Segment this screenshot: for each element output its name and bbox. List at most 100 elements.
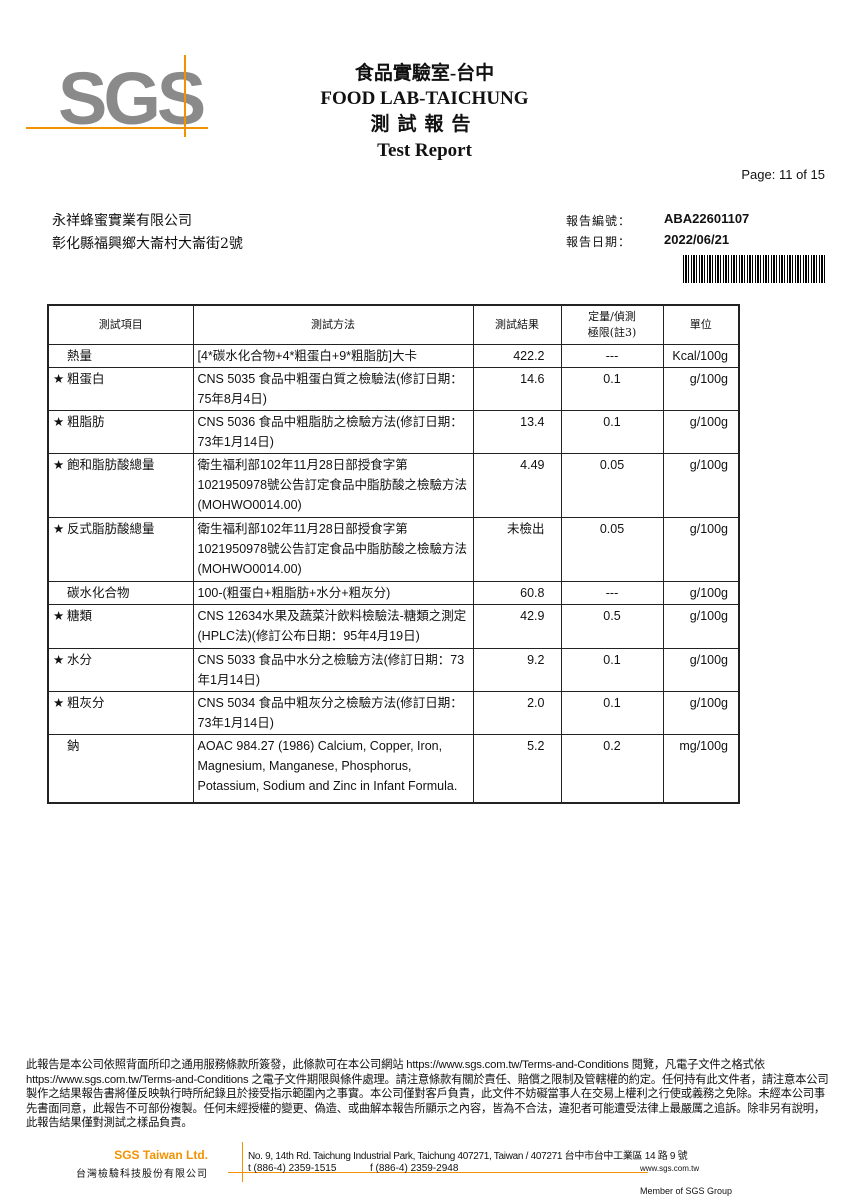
method-cell: CNS 5034 食品中粗灰分之檢驗方法(修訂日期：73年1月14日) <box>192 691 474 735</box>
star-icon: ★ <box>53 415 65 429</box>
result-cell: 9.2 <box>472 648 562 692</box>
company-name-zh: 台灣檢驗科技股份有限公司 <box>76 1169 208 1180</box>
result-cell: 2.0 <box>472 691 562 735</box>
item-name: 水分 <box>67 653 93 667</box>
fax: f (886-4) 2359-2948 <box>370 1163 459 1174</box>
unit-cell: g/100g <box>662 604 740 649</box>
item-cell: 碳水化合物 <box>47 581 194 605</box>
table-header-row: 測試項目 測試方法 測試結果 定量/偵測 極限(註3) 單位 <box>47 304 740 345</box>
telephone: t (886-4) 2359-1515 <box>248 1163 337 1174</box>
disclaimer-text: 閱覽，凡電子文件之格式依 <box>628 1059 765 1071</box>
item-name: 粗灰分 <box>67 696 105 710</box>
lab-name-zh: 食品實驗室-台中 <box>354 63 495 84</box>
limit-cell: --- <box>560 344 664 368</box>
col-method: 測試方法 <box>192 304 474 345</box>
unit-cell: g/100g <box>662 453 740 518</box>
table-row: ★ 水分 CNS 5033 食品中水分之檢驗方法(修訂日期：73年1月14日) 9.2… <box>47 648 740 692</box>
item-cell: ★ 粗灰分 <box>47 691 194 735</box>
star-icon: ★ <box>53 609 65 623</box>
table-row: 熱量 [4*碳水化合物+4*粗蛋白+9*粗脂肪]大卡 422.2 --- Kcal/10… <box>47 344 740 368</box>
limit-cell: 0.05 <box>560 453 664 518</box>
method-cell: 衛生福利部102年11月28日部授食字第1021950978號公告訂定食品中脂肪… <box>192 517 474 582</box>
result-cell: 13.4 <box>472 410 562 454</box>
unit-cell: Kcal/100g <box>662 344 740 368</box>
col-result: 測試結果 <box>472 304 562 345</box>
terms-link[interactable]: https://www.sgs.com.tw/Terms-and-Conditi… <box>406 1059 629 1071</box>
limit-cell: 0.1 <box>560 367 664 411</box>
results-table: 測試項目 測試方法 測試結果 定量/偵測 極限(註3) 單位 熱量 [4*碳水化合… <box>47 304 740 804</box>
item-cell: ★ 粗蛋白 <box>47 367 194 411</box>
barcode <box>683 255 825 283</box>
item-name: 反式脂肪酸總量 <box>67 522 155 536</box>
table-row: ★ 糖類 CNS 12634水果及蔬菜汁飲料檢驗法-糖類之測定(HPLC法)(修訂公… <box>47 604 740 649</box>
limit-cell: 0.2 <box>560 734 664 803</box>
star-icon: ★ <box>53 653 65 667</box>
unit-cell: g/100g <box>662 517 740 582</box>
disclaimer-text: 之電子文件期限與條件處理。請注意條款有關於責任、賠償之限制及管轄權的約定。任何持… <box>26 1073 829 1130</box>
limit-cell: 0.1 <box>560 648 664 692</box>
unit-cell: g/100g <box>662 367 740 411</box>
logo-line <box>184 55 186 137</box>
table-row: 碳水化合物 100-(粗蛋白+粗脂肪+水分+粗灰分) 60.8 --- g/100g <box>47 581 740 605</box>
limit-cell: 0.1 <box>560 691 664 735</box>
item-name: 粗蛋白 <box>67 372 105 386</box>
footer-divider <box>242 1142 243 1182</box>
method-cell: AOAC 984.27 (1986) Calcium, Copper, Iron… <box>192 734 474 803</box>
website: www.sgs.com.tw <box>640 1164 700 1173</box>
col-limit: 定量/偵測 極限(註3) <box>560 304 664 345</box>
table-row: ★ 粗脂肪 CNS 5036 食品中粗脂肪之檢驗方法(修訂日期：73年1月14日) 1… <box>47 410 740 454</box>
star-icon: ★ <box>53 458 65 472</box>
method-cell: 衛生福利部102年11月28日部授食字第1021950978號公告訂定食品中脂肪… <box>192 453 474 518</box>
result-cell: 4.49 <box>472 453 562 518</box>
method-cell: CNS 5036 食品中粗脂肪之檢驗方法(修訂日期：73年1月14日) <box>192 410 474 454</box>
report-no: ABA22601107 <box>664 211 750 226</box>
page-number: Page: 11 of 15 <box>741 167 825 182</box>
item-cell: 鈉 <box>47 734 194 803</box>
limit-cell: 0.1 <box>560 410 664 454</box>
report-date: 2022/06/21 <box>664 232 730 247</box>
report-title-zh: 測試報告 <box>370 114 479 135</box>
disclaimer-text: 此報告是本公司依照背面所印之通用服務條款所簽發，此條款可在本公司網站 <box>26 1059 407 1071</box>
terms-link[interactable]: https://www.sgs.com.tw/Terms-and-Conditi… <box>26 1073 249 1086</box>
star-icon: ★ <box>53 696 65 710</box>
star-icon: ★ <box>53 522 65 536</box>
company-address: No. 9, 14th Rd. Taichung Industrial Park… <box>248 1151 688 1162</box>
table-row: ★ 粗蛋白 CNS 5035 食品中粗蛋白質之檢驗法(修訂日期：75年8月4日) 14… <box>47 367 740 411</box>
method-cell: 100-(粗蛋白+粗脂肪+水分+粗灰分) <box>192 581 474 605</box>
result-cell: 60.8 <box>472 581 562 605</box>
col-unit: 單位 <box>662 304 740 345</box>
unit-cell: mg/100g <box>662 734 740 803</box>
table-row: ★ 飽和脂肪酸總量 衛生福利部102年11月28日部授食字第1021950978號公… <box>47 453 740 518</box>
unit-cell: g/100g <box>662 648 740 692</box>
limit-cell: 0.5 <box>560 604 664 649</box>
unit-cell: g/100g <box>662 581 740 605</box>
result-cell: 42.9 <box>472 604 562 649</box>
limit-cell: 0.05 <box>560 517 664 582</box>
customer-name: 永祥蜂蜜實業有限公司 <box>52 213 192 229</box>
star-icon: ★ <box>53 372 65 386</box>
item-name: 飽和脂肪酸總量 <box>67 458 155 472</box>
item-cell: ★ 糖類 <box>47 604 194 649</box>
result-cell: 422.2 <box>472 344 562 368</box>
item-cell: ★ 水分 <box>47 648 194 692</box>
method-cell: CNS 5033 食品中水分之檢驗方法(修訂日期：73年1月14日) <box>192 648 474 692</box>
sgs-logo: SGS <box>58 57 206 140</box>
item-name: 熱量 <box>67 349 93 363</box>
col-item: 測試項目 <box>47 304 194 345</box>
method-cell: CNS 12634水果及蔬菜汁飲料檢驗法-糖類之測定(HPLC法)(修訂公布日期… <box>192 604 474 649</box>
item-name: 碳水化合物 <box>67 586 130 600</box>
disclaimer: 此報告是本公司依照背面所印之通用服務條款所簽發，此條款可在本公司網站 https… <box>26 1058 832 1131</box>
company-name-en: SGS Taiwan Ltd. <box>114 1148 208 1162</box>
report-title-en: Test Report <box>377 140 472 161</box>
method-cell: [4*碳水化合物+4*粗蛋白+9*粗脂肪]大卡 <box>192 344 474 368</box>
report-date-label: 報告日期： <box>566 235 632 249</box>
item-cell: ★ 飽和脂肪酸總量 <box>47 453 194 518</box>
item-name: 糖類 <box>67 609 93 623</box>
table-row: ★ 粗灰分 CNS 5034 食品中粗灰分之檢驗方法(修訂日期：73年1月14日) 2… <box>47 691 740 735</box>
item-cell: ★ 粗脂肪 <box>47 410 194 454</box>
lab-name-en: FOOD LAB-TAICHUNG <box>320 88 529 109</box>
footer-divider <box>228 1172 648 1173</box>
unit-cell: g/100g <box>662 410 740 454</box>
result-cell: 未檢出 <box>472 517 562 582</box>
limit-cell: --- <box>560 581 664 605</box>
